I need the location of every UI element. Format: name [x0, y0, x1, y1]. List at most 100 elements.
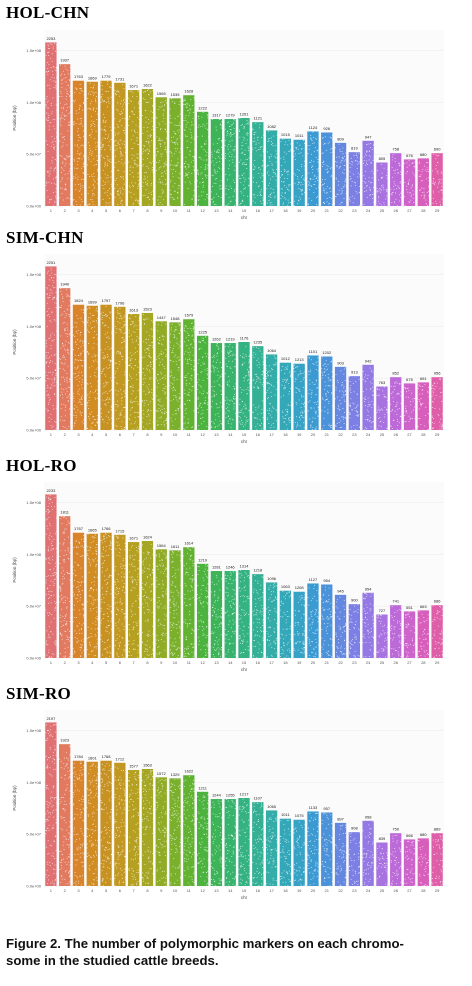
marker-speck: [266, 166, 268, 168]
marker-speck: [130, 324, 132, 326]
marker-speck: [359, 174, 361, 176]
marker-speck: [225, 174, 227, 175]
marker-speck: [335, 424, 337, 426]
marker-speck: [170, 333, 172, 335]
marker-speck: [324, 364, 326, 365]
marker-speck: [123, 429, 125, 430]
marker-speck: [232, 159, 234, 161]
marker-speck: [261, 409, 263, 410]
marker-speck: [100, 81, 102, 83]
marker-speck: [159, 139, 161, 141]
marker-speck: [255, 144, 257, 145]
marker-speck: [367, 418, 369, 420]
marker-speck: [277, 205, 279, 207]
marker-speck: [91, 129, 93, 130]
marker-speck: [228, 410, 230, 412]
marker-speck: [61, 155, 63, 157]
marker-speck: [185, 408, 187, 410]
marker-speck: [373, 144, 375, 146]
data-label: 1671: [129, 84, 139, 89]
marker-speck: [94, 98, 96, 100]
marker-speck: [364, 405, 366, 406]
marker-speck: [87, 383, 89, 385]
marker-speck: [132, 321, 134, 322]
marker-speck: [207, 117, 209, 119]
marker-speck: [240, 191, 242, 193]
marker-speck: [155, 410, 157, 412]
bar: [196, 335, 210, 431]
marker-speck: [335, 374, 337, 376]
marker-speck: [132, 407, 134, 409]
marker-speck: [128, 418, 130, 419]
marker-speck: [82, 166, 84, 168]
marker-speck: [129, 170, 131, 172]
marker-speck: [137, 344, 139, 345]
marker-speck: [351, 181, 353, 182]
marker-speck: [392, 419, 394, 421]
marker-speck: [213, 170, 215, 172]
marker-speck: [314, 429, 316, 431]
marker-speck: [132, 135, 134, 137]
marker-speck: [188, 358, 190, 360]
marker-speck: [48, 657, 50, 659]
marker-speck: [51, 311, 53, 313]
marker-speck: [91, 422, 93, 424]
marker-speck: [423, 198, 425, 199]
marker-speck: [313, 383, 315, 385]
marker-speck: [302, 386, 304, 388]
marker-speck: [329, 136, 331, 138]
marker-speck: [365, 374, 367, 376]
marker-speck: [295, 401, 297, 403]
marker-speck: [137, 416, 139, 417]
marker-speck: [55, 428, 57, 430]
marker-speck: [91, 90, 93, 92]
marker-speck: [216, 343, 218, 345]
marker-speck: [352, 383, 354, 384]
marker-speck: [145, 367, 147, 369]
marker-speck: [145, 428, 147, 430]
marker-speck: [150, 191, 152, 193]
marker-speck: [174, 329, 176, 330]
marker-speck: [421, 393, 423, 395]
marker-speck: [414, 418, 416, 419]
marker-speck: [69, 393, 71, 395]
marker-speck: [97, 159, 99, 161]
marker-speck: [116, 124, 118, 126]
marker-speck: [424, 195, 426, 197]
marker-speck: [137, 403, 139, 405]
marker-speck: [56, 353, 58, 355]
marker-speck: [337, 184, 339, 186]
marker-speck: [66, 144, 68, 146]
marker-speck: [231, 187, 233, 189]
marker-speck: [78, 360, 80, 362]
marker-speck: [49, 295, 51, 296]
marker-speck: [205, 336, 207, 338]
marker-speck: [64, 370, 66, 372]
bar-fill: [279, 138, 292, 206]
marker-speck: [198, 348, 200, 350]
marker-speck: [379, 417, 381, 418]
marker-speck: [243, 405, 245, 407]
marker-speck: [257, 413, 259, 415]
marker-speck: [308, 393, 310, 394]
marker-speck: [128, 191, 130, 193]
marker-speck: [344, 411, 346, 413]
marker-speck: [283, 422, 285, 423]
marker-speck: [207, 402, 209, 403]
marker-speck: [81, 399, 83, 400]
marker-speck: [198, 425, 200, 427]
marker-speck: [228, 121, 230, 123]
marker-speck: [312, 417, 314, 419]
marker-speck: [171, 323, 173, 325]
marker-speck: [152, 190, 154, 192]
marker-speck: [217, 425, 219, 427]
marker-speck: [91, 176, 93, 177]
marker-speck: [370, 143, 372, 145]
marker-speck: [321, 181, 323, 183]
marker-speck: [116, 109, 118, 110]
x-tick-label: 18: [283, 208, 288, 213]
marker-speck: [242, 164, 244, 165]
marker-speck: [120, 103, 122, 105]
marker-speck: [80, 185, 82, 187]
marker-speck: [123, 384, 125, 386]
